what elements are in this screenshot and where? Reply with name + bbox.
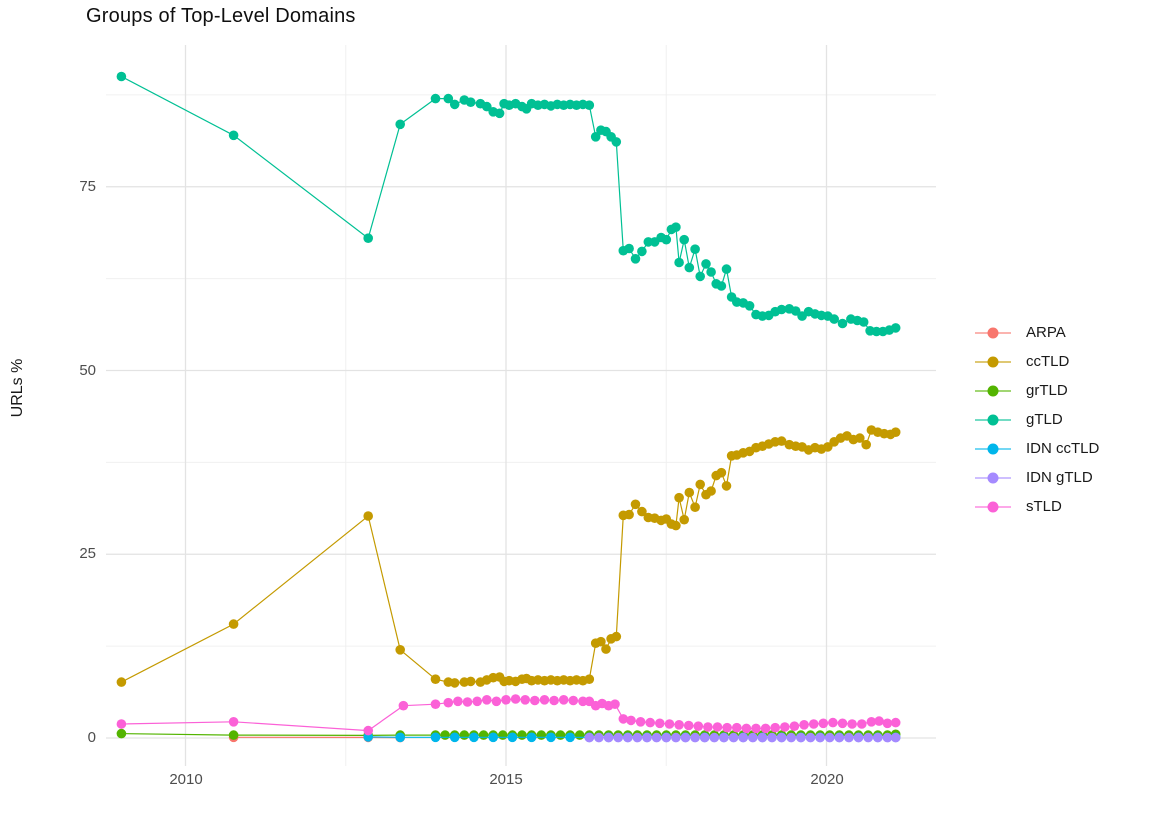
legend-label: IDN ccTLD	[1026, 440, 1100, 457]
legend-label: ccTLD	[1026, 353, 1070, 370]
legend-label: sTLD	[1026, 498, 1062, 515]
legend-key-icon	[975, 434, 1011, 463]
legend-item-stld: sTLD	[975, 492, 1099, 521]
legend-label: gTLD	[1026, 411, 1063, 428]
legend-label: grTLD	[1026, 382, 1068, 399]
y-tick-label-0: 0	[87, 729, 96, 746]
chart-title: Groups of Top-Level Domains	[86, 5, 356, 27]
y-tick-label-75: 75	[79, 178, 96, 195]
legend-key-icon	[975, 347, 1011, 376]
x-tick-label-2010: 2010	[169, 771, 203, 788]
legend-item-arpa: ARPA	[975, 318, 1099, 347]
x-tick-label-2020: 2020	[810, 771, 844, 788]
y-tick-label-25: 25	[79, 545, 96, 562]
legend-item-idn-gtld: IDN gTLD	[975, 463, 1099, 492]
legend-key-icon	[975, 492, 1011, 521]
legend-item-cctld: ccTLD	[975, 347, 1099, 376]
legend-label: ARPA	[1026, 324, 1066, 341]
legend-label: IDN gTLD	[1026, 469, 1093, 486]
legend: ARPA ccTLD grTLD gTLD IDN ccTLD IDN gTLD…	[975, 318, 1099, 521]
legend-key-icon	[975, 318, 1011, 347]
legend-key-icon	[975, 376, 1011, 405]
legend-item-idn-cctld: IDN ccTLD	[975, 434, 1099, 463]
legend-item-gtld: gTLD	[975, 405, 1099, 434]
x-tick-label-2015: 2015	[489, 771, 523, 788]
legend-item-grtld: grTLD	[975, 376, 1099, 405]
y-axis-title: URLs %	[9, 358, 26, 418]
legend-key-icon	[975, 463, 1011, 492]
y-tick-label-50: 50	[79, 362, 96, 379]
legend-key-icon	[975, 405, 1011, 434]
